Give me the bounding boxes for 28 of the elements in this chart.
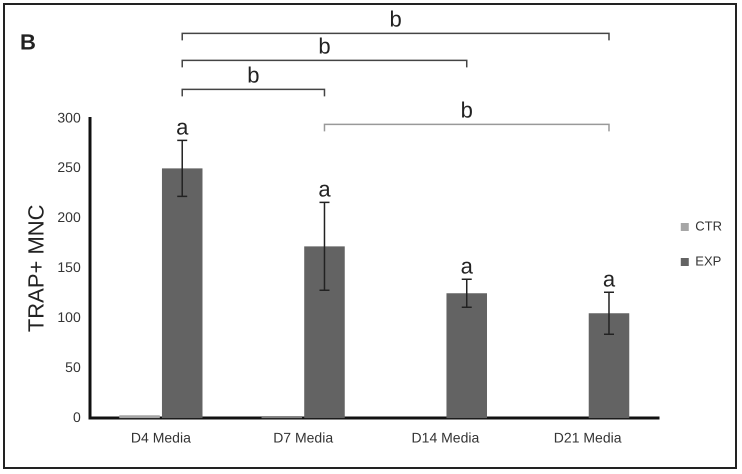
legend-label: EXP xyxy=(695,254,722,269)
bar xyxy=(588,313,630,418)
x-tick-label: D21 Media xyxy=(554,429,622,446)
y-tick-label: 0 xyxy=(72,409,81,426)
legend-label: CTR xyxy=(695,218,722,234)
bar xyxy=(446,293,488,418)
y-tick-label: 200 xyxy=(57,209,81,226)
text: b xyxy=(247,62,260,88)
chart-title: B xyxy=(20,29,36,54)
x-tick-label: D14 Media xyxy=(412,429,480,446)
annotation: a xyxy=(318,176,332,202)
annotation: a xyxy=(460,253,474,278)
text: b xyxy=(389,6,402,32)
y-tick-label: 50 xyxy=(65,359,81,376)
y-axis-title: TRAP+ MNC xyxy=(23,204,48,332)
annotation: b xyxy=(460,97,473,122)
annotation: a xyxy=(602,266,616,292)
x-tick-label: D7 Media xyxy=(273,429,334,446)
text: b xyxy=(318,33,331,58)
y-tick-label: 300 xyxy=(57,109,81,126)
x-tick-label: D4 Media xyxy=(130,429,192,446)
bar xyxy=(162,168,202,418)
y-tick-label: 250 xyxy=(57,159,81,176)
annotation: a xyxy=(176,114,190,140)
bar xyxy=(119,415,160,418)
bar xyxy=(304,246,345,418)
y-tick-label: 150 xyxy=(57,259,81,276)
y-tick-label: 100 xyxy=(57,309,81,326)
